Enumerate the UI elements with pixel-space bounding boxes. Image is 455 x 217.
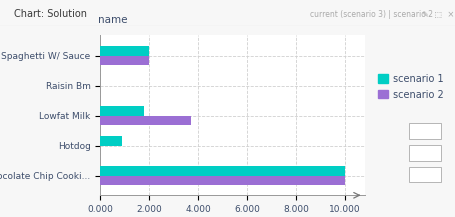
Bar bbox=[100, 136, 122, 146]
Bar bbox=[100, 56, 149, 65]
FancyBboxPatch shape bbox=[408, 167, 440, 182]
Text: current (scenario 3) | scenario 2: current (scenario 3) | scenario 2 bbox=[309, 10, 432, 19]
Text: Chart: Solution: Chart: Solution bbox=[14, 9, 86, 19]
Bar bbox=[100, 46, 149, 56]
Bar bbox=[100, 166, 344, 176]
FancyBboxPatch shape bbox=[408, 145, 440, 161]
Bar bbox=[100, 116, 191, 125]
Legend: scenario 1, scenario 2: scenario 1, scenario 2 bbox=[374, 70, 446, 104]
Bar bbox=[100, 106, 144, 116]
Text: name: name bbox=[97, 15, 127, 25]
Bar bbox=[100, 176, 344, 185]
Text: ✎  ⬚  ×: ✎ ⬚ × bbox=[421, 10, 453, 19]
FancyBboxPatch shape bbox=[408, 123, 440, 139]
